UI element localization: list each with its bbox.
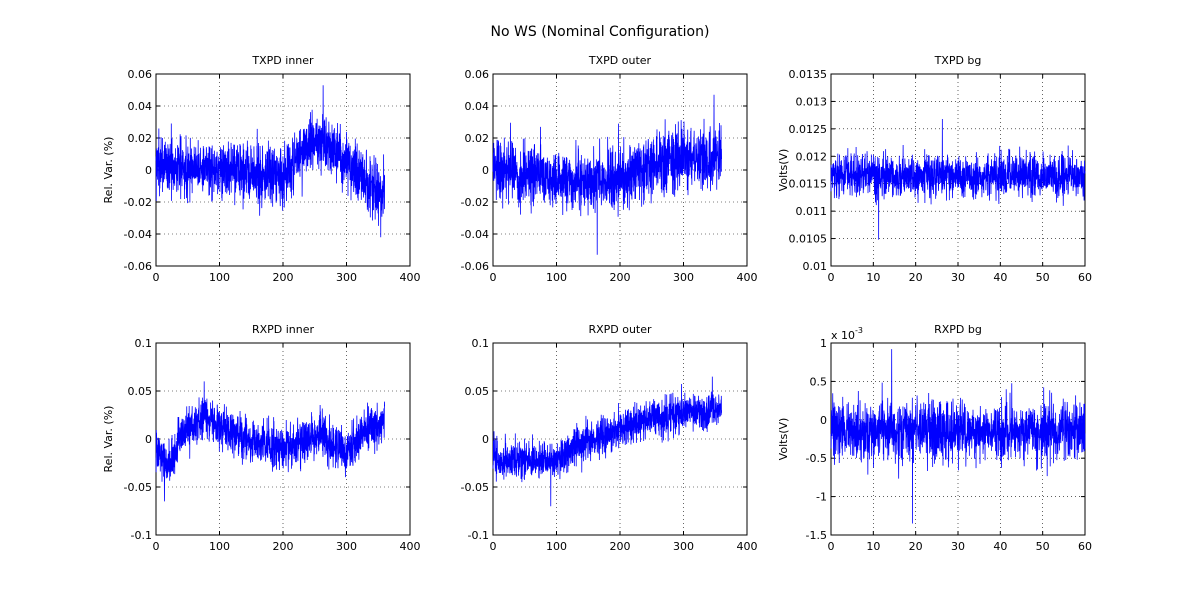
x-tick-label: 100	[209, 271, 230, 284]
y-tick-label: -0.06	[124, 260, 152, 273]
y-tick-label: -0.05	[461, 481, 489, 494]
y-tick-label: -0.04	[461, 228, 489, 241]
y-tick-label: 0.02	[465, 132, 490, 145]
x-tick-label: 400	[400, 271, 421, 284]
series-line	[155, 85, 385, 238]
y-axis-label: Rel. Var. (%)	[102, 406, 115, 473]
x-tick-label: 200	[610, 271, 631, 284]
x-tick-label: 0	[153, 271, 160, 284]
y-tick-label: 0.1	[135, 337, 153, 350]
y-tick-label: -0.05	[124, 481, 152, 494]
x-tick-label: 300	[673, 540, 694, 553]
y-exponent-power: -3	[855, 326, 863, 335]
y-tick-label: 0.06	[128, 68, 153, 81]
y-tick-label: 0.012	[796, 150, 828, 163]
y-tick-label: -0.02	[124, 196, 152, 209]
y-tick-label: -1	[816, 491, 827, 504]
x-tick-label: 0	[828, 271, 835, 284]
y-tick-label: 0.05	[128, 385, 153, 398]
subplot-title: TXPD inner	[251, 54, 314, 67]
x-tick-label: 300	[336, 540, 357, 553]
x-tick-label: 60	[1078, 540, 1092, 553]
series-line	[830, 118, 1086, 240]
x-tick-label: 0	[490, 271, 497, 284]
y-tick-label: -1.5	[806, 529, 827, 542]
subplot-title: TXPD outer	[588, 54, 652, 67]
y-tick-label: -0.04	[124, 228, 152, 241]
y-tick-label: 0.011	[796, 205, 828, 218]
x-tick-label: 20	[909, 271, 923, 284]
x-tick-label: 200	[273, 271, 294, 284]
y-tick-label: 0.0105	[789, 233, 828, 246]
x-tick-label: 0	[490, 540, 497, 553]
x-tick-label: 200	[273, 540, 294, 553]
y-tick-label: 0	[145, 164, 152, 177]
y-tick-label: 0.05	[465, 385, 490, 398]
x-tick-label: 50	[1036, 540, 1050, 553]
y-tick-label: 0.0125	[789, 123, 828, 136]
x-tick-label: 40	[993, 540, 1007, 553]
x-tick-label: 50	[1036, 271, 1050, 284]
y-tick-label: 0.01	[803, 260, 828, 273]
x-tick-label: 100	[209, 540, 230, 553]
subplot-title: RXPD inner	[252, 323, 315, 336]
y-tick-label: -0.1	[468, 529, 489, 542]
y-axis-label: Rel. Var. (%)	[102, 137, 115, 204]
x-tick-label: 300	[673, 271, 694, 284]
y-tick-label: 0.013	[796, 95, 828, 108]
x-tick-label: 100	[546, 540, 567, 553]
y-tick-label: 0.04	[128, 100, 153, 113]
series-line	[155, 381, 385, 502]
subplot-title: RXPD bg	[934, 323, 982, 336]
series-line	[830, 349, 1086, 524]
y-tick-label: -0.02	[461, 196, 489, 209]
subplot-4: 0 100 200 300 400 -0.1 -0.05 0 0.05 0.1 RXPD inner…	[102, 323, 421, 553]
series-line	[492, 94, 722, 255]
x-tick-label: 40	[993, 271, 1007, 284]
subplot-title: RXPD outer	[588, 323, 652, 336]
y-exponent-label: x 10-3	[831, 326, 863, 342]
x-tick-label: 100	[546, 271, 567, 284]
y-axis-label: Volts(V)	[777, 418, 790, 461]
x-tick-label: 30	[951, 271, 965, 284]
x-tick-label: 30	[951, 540, 965, 553]
y-tick-label: 0.0115	[789, 178, 828, 191]
y-tick-label: -0.1	[131, 529, 152, 542]
figure-title: No WS (Nominal Configuration)	[491, 24, 710, 40]
y-tick-label: 0.5	[810, 375, 828, 388]
x-tick-label: 10	[866, 540, 880, 553]
x-tick-label: 0	[828, 540, 835, 553]
x-tick-label: 400	[737, 271, 758, 284]
x-tick-label: 0	[153, 540, 160, 553]
y-tick-label: 0.1	[472, 337, 490, 350]
y-tick-label: 0.04	[465, 100, 490, 113]
subplot-3: 0 10 20 30 40 50 60 0.01 0.0105 0.011 0.0115 0.012 0…	[777, 54, 1092, 284]
y-tick-label: -0.06	[461, 260, 489, 273]
subplot-6: 0 10 20 30 40 50 60 -1.5 -1 -0.5 0 0.5 1 RXPD bg Volts…	[777, 323, 1092, 553]
subplot-5: 0 100 200 300 400 -0.1 -0.05 0 0.05 0.1 RXPD outer	[461, 323, 758, 553]
y-tick-label: 0.06	[465, 68, 490, 81]
x-tick-label: 200	[610, 540, 631, 553]
y-tick-label: 0.0135	[789, 68, 828, 81]
x-tick-label: 300	[336, 271, 357, 284]
subplot-title: TXPD bg	[934, 54, 982, 67]
y-tick-label: 0	[820, 414, 827, 427]
y-tick-label: 0	[482, 433, 489, 446]
subplot-1: 0 100 200 300 400 -0.06 -0.04 -0.02 0 0.02 0.04 0.0…	[102, 54, 421, 284]
y-tick-label: -0.5	[806, 452, 827, 465]
y-tick-label: 0.02	[128, 132, 153, 145]
x-tick-label: 60	[1078, 271, 1092, 284]
y-tick-label: 0	[482, 164, 489, 177]
y-tick-label: 1	[820, 337, 827, 350]
x-tick-label: 10	[866, 271, 880, 284]
x-tick-label: 400	[737, 540, 758, 553]
series-line	[492, 376, 722, 507]
x-tick-label: 400	[400, 540, 421, 553]
y-axis-label: Volts(V)	[777, 149, 790, 192]
y-tick-label: 0	[145, 433, 152, 446]
x-tick-label: 20	[909, 540, 923, 553]
subplot-2: 0 100 200 300 400 -0.06 -0.04 -0.02 0 0.02 0.04 0.0…	[461, 54, 758, 284]
